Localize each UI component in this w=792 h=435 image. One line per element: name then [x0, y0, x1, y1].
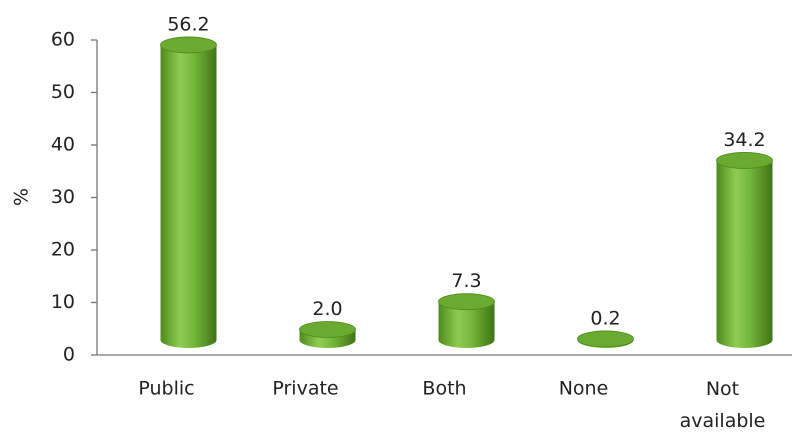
bar [716, 160, 773, 348]
bar-top [716, 152, 773, 169]
y-tick-label: 0 [63, 344, 75, 366]
y-tick-label: 60 [51, 29, 75, 51]
x-tick-label: Public [138, 378, 194, 400]
y-tick-label: 20 [51, 239, 75, 261]
value-label: 2.0 [312, 298, 342, 320]
y-tick-label: 30 [51, 186, 75, 208]
y-tick-label: 10 [51, 291, 75, 313]
bar-top [160, 36, 217, 54]
bar [160, 44, 217, 348]
value-label: 34.2 [723, 129, 765, 151]
value-label: 7.3 [451, 270, 481, 292]
bar-top [438, 293, 495, 311]
value-label: 56.2 [167, 13, 209, 35]
x-tick-label: Private [272, 378, 338, 400]
y-tick-label: 50 [51, 81, 75, 103]
bar-top [299, 321, 356, 338]
value-label: 0.2 [590, 307, 620, 329]
x-tick-label: Not available [680, 378, 766, 432]
x-tick-label: None [559, 378, 609, 400]
bar [438, 301, 495, 348]
x-tick-label: Both [422, 378, 466, 400]
y-axis-label: % [11, 188, 33, 206]
bar-top [577, 330, 634, 348]
y-tick-label: 40 [51, 134, 75, 156]
